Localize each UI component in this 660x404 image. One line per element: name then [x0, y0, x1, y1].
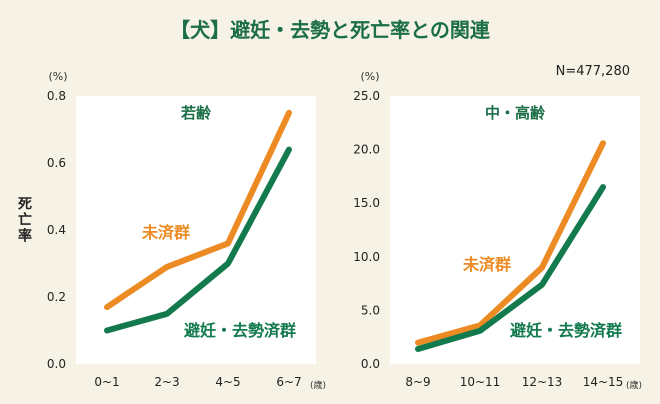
x-unit-label: (歳): [626, 379, 642, 391]
series-label-unspayed: 未済群: [462, 255, 511, 274]
y-tick-label: 15.0: [353, 196, 380, 210]
y-tick-label: 25.0: [353, 89, 380, 103]
y-tick-label: 0.6: [47, 156, 66, 170]
y-tick-label: 0.8: [47, 89, 66, 103]
series-label-unspayed: 未済群: [141, 223, 190, 242]
y-tick-label: 0.0: [47, 357, 66, 371]
series-line-unspayed: [104, 109, 292, 311]
series-label-spayed: 避妊・去勢済群: [510, 321, 622, 340]
series-label-spayed: 避妊・去勢済群: [184, 321, 296, 340]
plot-area: [390, 96, 640, 364]
y-unit-label: (%): [360, 70, 379, 83]
x-tick-label: 2~3: [154, 375, 179, 389]
y-tick-label: 10.0: [353, 250, 380, 264]
y-tick-label: 0.0: [361, 357, 380, 371]
y-axis-label: 死亡率: [16, 196, 32, 244]
y-tick-label: 0.2: [47, 290, 66, 304]
y-tick-label: 0.4: [47, 223, 66, 237]
series-line-spayed: [415, 184, 606, 352]
x-tick-label: 12~13: [522, 375, 563, 389]
x-tick-label: 10~11: [460, 375, 501, 389]
x-tick-label: 0~1: [94, 375, 119, 389]
y-unit-label: (%): [48, 70, 67, 83]
x-tick-label: 6~7: [276, 375, 301, 389]
panel-title: 中・高齢: [485, 104, 546, 122]
y-tick-label: 20.0: [353, 143, 380, 157]
y-tick-label: 5.0: [361, 303, 380, 317]
series-line-unspayed: [415, 140, 606, 346]
x-unit-label: (歳): [310, 379, 326, 391]
x-tick-label: 14~15: [583, 375, 624, 389]
sample-size-label: N=477,280: [555, 64, 630, 79]
page-title: 【犬】避妊・去勢と死亡率との関連: [170, 18, 490, 42]
x-tick-label: 4~5: [215, 375, 240, 389]
series-line-spayed: [104, 146, 292, 334]
panel-title: 若齢: [180, 104, 212, 122]
x-tick-label: 8~9: [405, 375, 430, 389]
